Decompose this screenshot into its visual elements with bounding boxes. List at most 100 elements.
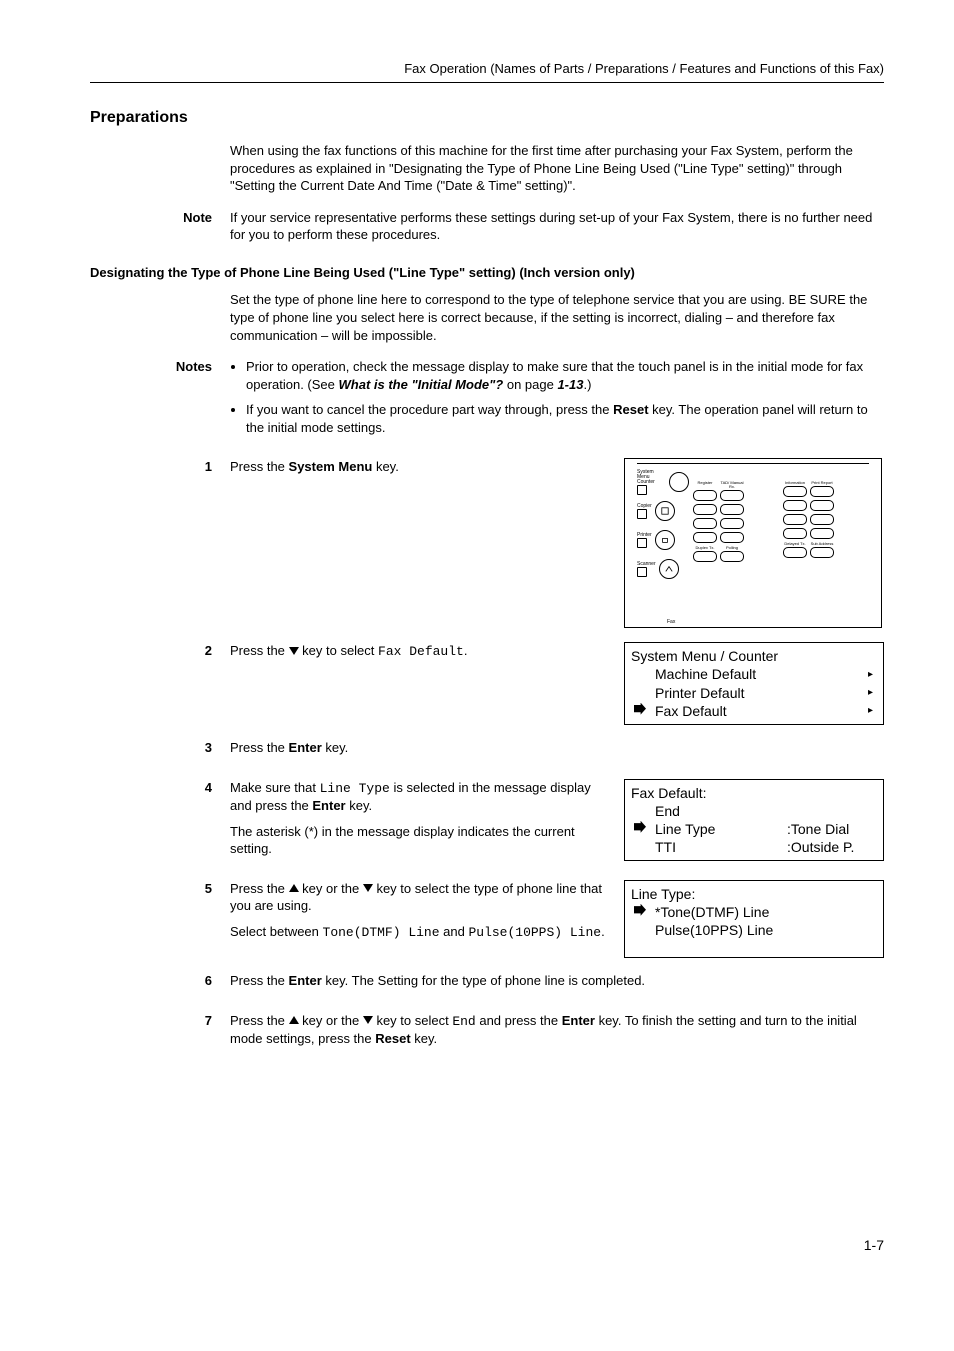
mode-label: System Menu Counter: [637, 470, 666, 485]
key-name: Enter: [289, 973, 322, 988]
up-triangle-icon: [289, 1016, 299, 1024]
submenu-arrow-icon: ▸: [868, 686, 877, 699]
lcd-system-menu: System Menu / Counter Machine Default▸ P…: [624, 642, 884, 725]
text: .: [601, 924, 605, 939]
note-label: Note: [90, 209, 230, 244]
text: Press the: [230, 881, 289, 896]
submenu-arrow-icon: ▸: [868, 704, 877, 717]
lcd-title: System Menu / Counter: [631, 647, 877, 665]
text: Press the: [230, 1013, 289, 1028]
btn-label: Information: [783, 481, 807, 485]
cursor-icon: [631, 904, 649, 921]
step-number: 4: [90, 779, 230, 797]
text: key.: [322, 740, 349, 755]
page-header: Fax Operation (Names of Parts / Preparat…: [90, 60, 884, 83]
up-triangle-icon: [289, 884, 299, 892]
btn-label: Polling: [720, 546, 744, 550]
text: Make sure that: [230, 780, 320, 795]
down-triangle-icon: [363, 884, 373, 892]
step-text: Press the key or the key to select the t…: [230, 880, 624, 950]
mode-label: Copier: [637, 504, 652, 509]
code: Line Type: [320, 781, 390, 796]
note-text: If your service representative performs …: [230, 209, 884, 244]
text: If you want to cancel the procedure part…: [246, 402, 613, 417]
step-2: 2 Press the key to select Fax Default. S…: [90, 642, 884, 725]
key-name: Enter: [562, 1013, 595, 1028]
step-number: 1: [90, 458, 230, 476]
step-number: 5: [90, 880, 230, 898]
lcd-item: Machine Default: [649, 665, 868, 683]
down-triangle-icon: [289, 647, 299, 655]
lcd-item: *Tone(DTMF) Line: [649, 903, 877, 921]
ref-title: What is the "Initial Mode"?: [339, 377, 504, 392]
code: Pulse(10PPS) Line: [468, 925, 601, 940]
notes-label: Notes: [90, 358, 230, 444]
subsection-title: Designating the Type of Phone Line Being…: [90, 264, 884, 282]
subsection-intro: Set the type of phone line here to corre…: [230, 291, 884, 344]
step-1: 1 Press the System Menu key. System Menu…: [90, 458, 884, 628]
step-4: 4 Make sure that Line Type is selected i…: [90, 779, 884, 866]
step-text: Make sure that Line Type is selected in …: [230, 779, 624, 866]
cursor-icon: [631, 667, 649, 683]
text: .): [583, 377, 591, 392]
notes-item: Prior to operation, check the message di…: [246, 358, 884, 393]
code: Fax Default: [378, 644, 464, 659]
text: Select between: [230, 924, 323, 939]
code: Tone(DTMF) Line: [323, 925, 440, 940]
lcd-item: TTI: [649, 838, 787, 856]
step-number: 6: [90, 972, 230, 990]
step-text: Press the Enter key. The Setting for the…: [230, 972, 884, 998]
lcd-title: Fax Default:: [631, 784, 877, 802]
page-number: 1-7: [90, 1236, 884, 1255]
lcd-value: :Tone Dial: [787, 820, 877, 838]
step-6: 6 Press the Enter key. The Setting for t…: [90, 972, 884, 998]
key-name: System Menu: [289, 459, 373, 474]
step-number: 7: [90, 1012, 230, 1030]
mode-label: Scanner: [637, 562, 656, 567]
text: key or the: [299, 1013, 363, 1028]
notes-item: If you want to cancel the procedure part…: [246, 401, 884, 436]
lcd-item: Line Type: [649, 820, 787, 838]
control-panel-diagram: System Menu Counter Copier Printer Scann…: [624, 458, 882, 628]
text: key to select: [299, 643, 378, 658]
step-5: 5 Press the key or the key to select the…: [90, 880, 884, 959]
key-name: Reset: [613, 402, 648, 417]
down-triangle-icon: [363, 1016, 373, 1024]
text: The asterisk (*) in the message display …: [230, 823, 610, 858]
key-name: Enter: [289, 740, 322, 755]
lcd-item: Pulse(10PPS) Line: [649, 921, 877, 939]
lcd-line-type: Line Type: *Tone(DTMF) Line Pulse(10PPS)…: [624, 880, 884, 959]
text: key.: [346, 798, 373, 813]
btn-label: Print Report: [810, 481, 834, 485]
text: and press the: [476, 1013, 562, 1028]
text: key to select: [373, 1013, 452, 1028]
lcd-item: End: [649, 802, 877, 820]
mode-label: Printer: [637, 533, 652, 538]
step-text: Press the key to select Fax Default.: [230, 642, 624, 669]
step-number: 3: [90, 739, 230, 757]
notes-block: Notes Prior to operation, check the mess…: [90, 358, 884, 444]
step-text: Press the System Menu key.: [230, 458, 624, 484]
lcd-fax-default: Fax Default: End Line Type:Tone Dial TTI…: [624, 779, 884, 862]
cursor-icon: [631, 703, 649, 720]
note-block: Note If your service representative perf…: [90, 209, 884, 244]
btn-label: Register: [693, 481, 717, 489]
lcd-item: Printer Default: [649, 684, 868, 702]
fax-label: Fax: [667, 619, 675, 626]
step-text: Press the key or the key to select End a…: [230, 1012, 884, 1056]
btn-label: Sub Address: [810, 542, 834, 546]
step-7: 7 Press the key or the key to select End…: [90, 1012, 884, 1056]
step-3: 3 Press the Enter key.: [90, 739, 884, 765]
panel-figure: System Menu Counter Copier Printer Scann…: [624, 458, 884, 628]
key-name: Enter: [312, 798, 345, 813]
text: key.: [411, 1031, 438, 1046]
text: key or the: [299, 881, 363, 896]
btn-label: Duplex Tx.: [693, 546, 717, 550]
section-title: Preparations: [90, 107, 884, 129]
text: Press the: [230, 459, 289, 474]
intro-paragraph: When using the fax functions of this mac…: [230, 142, 884, 195]
cursor-icon: [631, 821, 649, 838]
lcd-title: Line Type:: [631, 885, 877, 903]
text: Press the: [230, 973, 289, 988]
lcd-value: :Outside P.: [787, 838, 877, 856]
